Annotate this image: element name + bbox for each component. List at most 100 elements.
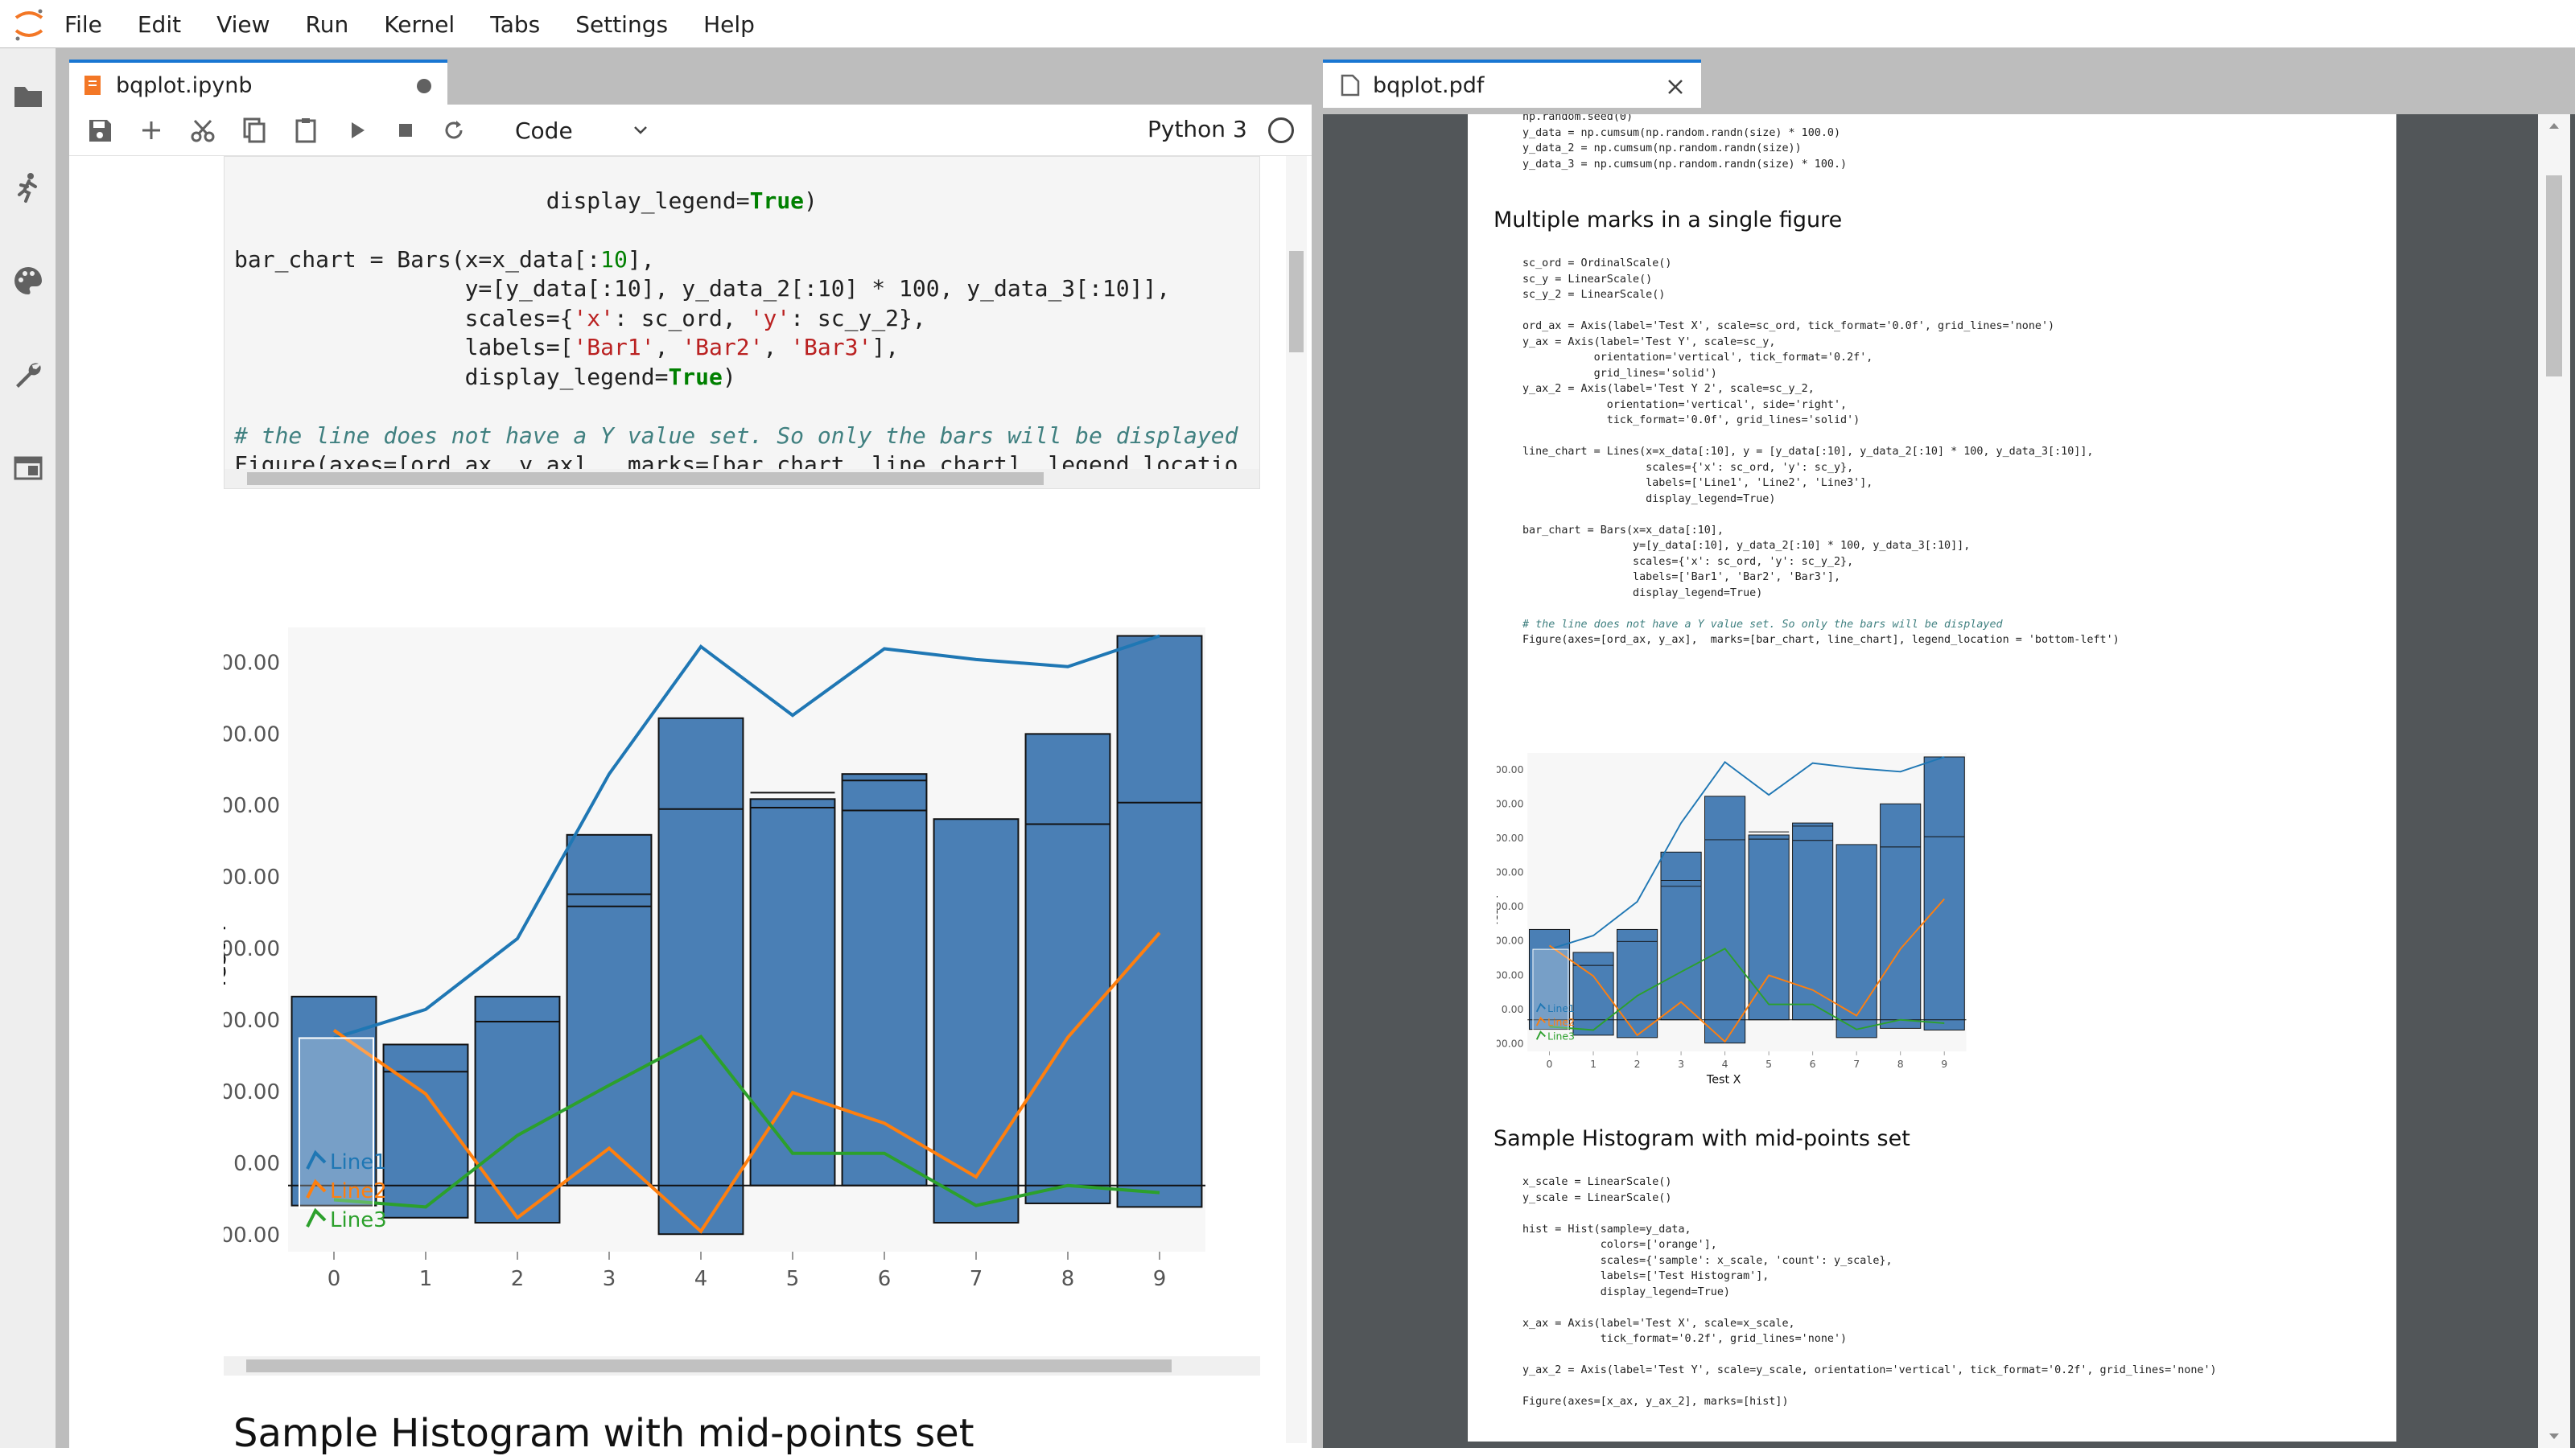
y-tick-label: 200.00 — [1497, 935, 1524, 947]
bar — [1704, 796, 1746, 1044]
unsaved-dot-icon[interactable] — [417, 79, 431, 93]
code-line: y=[y_data[:10], y_data_2[:10] * 100, y_d… — [464, 275, 1171, 302]
x-tick-label: 4 — [694, 1267, 708, 1291]
pdf-code-block: sc_ord = OrdinalScale() sc_y = LinearScal… — [1522, 256, 2120, 648]
bar — [1748, 834, 1790, 1021]
wrench-icon[interactable] — [11, 357, 45, 391]
series-line-line1 — [1549, 756, 1945, 951]
menu-help[interactable]: Help — [703, 10, 755, 38]
bar — [933, 818, 1020, 1224]
code-line: bar_chart = Bars(x=x_data[:10], — [234, 245, 655, 273]
palette-icon[interactable] — [11, 264, 45, 298]
pdf-code-line: grid_lines='solid') — [1522, 367, 1717, 380]
bar — [749, 798, 836, 1187]
scroll-down-icon[interactable] — [2548, 1432, 2561, 1442]
output-horizontal-scrollbar[interactable] — [224, 1356, 1260, 1376]
x-tick-label: 3 — [1678, 1058, 1684, 1070]
cell-type-select[interactable]: Code — [515, 114, 660, 146]
scrollbar-thumb[interactable] — [246, 1359, 1172, 1372]
scrollbar-thumb[interactable] — [2546, 175, 2562, 376]
tab-pdf[interactable]: bqplot.pdf — [1323, 60, 1701, 108]
run-icon[interactable] — [343, 116, 372, 145]
menu-view[interactable]: View — [216, 10, 270, 38]
left-sidebar — [0, 48, 56, 1448]
close-icon[interactable] — [1666, 77, 1685, 97]
pdf-heading: Sample Histogram with mid-points set — [1494, 1126, 1910, 1151]
y-tick-label: 0.00 — [1502, 1003, 1524, 1015]
legend-swatch — [306, 1207, 327, 1228]
pdf-code-block: x_scale = LinearScale() y_scale = LinearS… — [1522, 1174, 2217, 1410]
y-tick-label: 600.00 — [1497, 798, 1524, 810]
y-axis-label: Test Y — [224, 920, 232, 992]
pdf-viewer[interactable]: np.random.seed(0) y_data = np.cumsum(np.r… — [1323, 114, 2575, 1448]
bar — [1116, 635, 1203, 1208]
save-icon[interactable] — [85, 116, 114, 145]
menu-run[interactable]: Run — [305, 10, 349, 38]
folder-icon[interactable] — [11, 79, 45, 113]
bar — [474, 995, 561, 1224]
pdf-code-line: sc_y_2 = LinearScale() — [1522, 289, 1666, 301]
legend-swatch — [306, 1150, 327, 1170]
menu-settings[interactable]: Settings — [575, 10, 669, 38]
y-tick-label: 100.00 — [224, 1080, 280, 1104]
series-line-line2 — [332, 932, 1161, 1234]
y-tick-label: 100.00 — [1497, 969, 1524, 981]
legend-box — [1532, 948, 1569, 1031]
running-icon[interactable] — [11, 171, 45, 204]
pdf-code-line: y_ax_2 = Axis(label='Test Y', scale=y_sc… — [1522, 1364, 2217, 1376]
bar — [1792, 822, 1834, 1021]
legend-swatch — [1535, 1030, 1546, 1040]
notebook-vertical-scrollbar[interactable] — [1286, 156, 1307, 1443]
pdf-code-line: labels=['Bar1', 'Bar2', 'Bar3'], — [1522, 571, 1841, 583]
notebook-content: display_legend=True) bar_chart = Bars(x=… — [69, 156, 1312, 1456]
menu-tabs[interactable]: Tabs — [490, 10, 541, 38]
pdf-code-line: tick_format='0.2f', grid_lines='none') — [1522, 1333, 1848, 1345]
pdf-code-line: line_chart = Lines(x=x_data[:10], y = [y… — [1522, 446, 2094, 458]
menu-kernel[interactable]: Kernel — [384, 10, 455, 38]
y-tick-label: 400.00 — [224, 866, 280, 890]
pdf-code-line: tick_format='0.0f', grid_lines='solid') — [1522, 414, 1860, 426]
cut-icon[interactable] — [188, 116, 217, 145]
x-tick-label: 9 — [1153, 1267, 1167, 1291]
scroll-up-icon[interactable] — [2548, 121, 2561, 130]
y-tick-label: 200.00 — [224, 1009, 280, 1033]
chevron-down-icon — [634, 126, 647, 134]
pdf-code-line: y=[y_data[:10], y_data_2[:10] * 100, y_d… — [1522, 540, 1971, 552]
bar — [1024, 733, 1111, 1204]
x-tick-label: 0 — [1547, 1058, 1553, 1070]
x-tick-label: 7 — [970, 1267, 983, 1291]
pdf-code-line: colors=['orange'], — [1522, 1239, 1717, 1251]
menu-file[interactable]: File — [64, 10, 102, 38]
bar — [1880, 803, 1922, 1029]
series-line-line3 — [333, 1034, 1160, 1209]
tab-notebook[interactable]: bqplot.ipynb — [69, 60, 447, 108]
bar — [566, 833, 653, 1187]
code-cell-editor[interactable]: display_legend=True) bar_chart = Bars(x=… — [224, 156, 1260, 489]
scrollbar-thumb[interactable] — [247, 472, 1044, 485]
pdf-vertical-scrollbar[interactable] — [2538, 114, 2570, 1448]
bqplot-figure[interactable]: 700.00600.00500.00400.00300.00200.00100.… — [224, 582, 1334, 1298]
x-axis-label: Test X — [1706, 1073, 1741, 1086]
scrollbar-thumb[interactable] — [1289, 251, 1304, 352]
paste-icon[interactable] — [291, 116, 320, 145]
kernel-name[interactable]: Python 3 — [1147, 116, 1247, 142]
pdf-page: np.random.seed(0) y_data = np.cumsum(np.r… — [1468, 114, 2396, 1442]
y-tick-label: 700.00 — [1497, 763, 1524, 775]
notebook-icon — [84, 76, 101, 95]
code-line: scales={'x': sc_ord, 'y': sc_y_2}, — [464, 304, 926, 331]
pdf-code-line: y_ax_2 = Axis(label='Test Y 2', scale=sc… — [1522, 383, 1815, 395]
pdf-code-line: labels=['Line1', 'Line2', 'Line3'], — [1522, 477, 1873, 489]
restart-icon[interactable] — [439, 116, 468, 145]
menu-edit[interactable]: Edit — [137, 10, 182, 38]
add-cell-icon[interactable] — [137, 116, 166, 145]
code-comment: # the line does not have a Y value set. … — [234, 422, 1238, 449]
x-tick-label: 7 — [1853, 1058, 1860, 1070]
jupyter-logo-icon[interactable] — [11, 6, 47, 42]
tabs-icon[interactable] — [11, 450, 45, 484]
x-tick-label: 2 — [1634, 1058, 1641, 1070]
pdf-code-block: np.random.seed(0) y_data = np.cumsum(np.r… — [1522, 114, 1847, 172]
horizontal-scrollbar[interactable] — [225, 469, 1259, 488]
markdown-heading: Sample Histogram with mid-points set — [233, 1411, 974, 1456]
stop-icon[interactable] — [391, 116, 420, 145]
copy-icon[interactable] — [240, 116, 269, 145]
